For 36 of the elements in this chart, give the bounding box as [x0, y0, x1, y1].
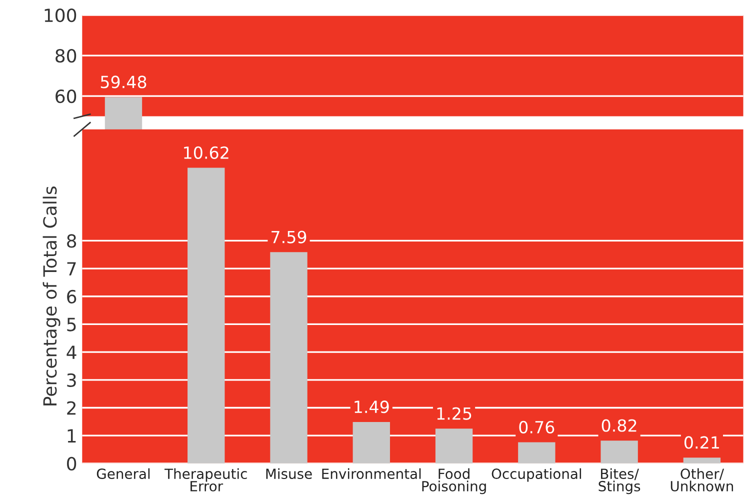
- y-tick-label: 100: [44, 8, 76, 22]
- y-axis-title: Percentage of Total Calls: [42, 186, 60, 406]
- y-tick-label: 1: [68, 429, 76, 442]
- bar: [188, 168, 225, 464]
- y-tick-label: 6: [67, 290, 76, 304]
- bar: [352, 422, 390, 464]
- bar: [270, 252, 308, 464]
- bar: [435, 428, 473, 464]
- data-label: 1.49: [354, 400, 389, 414]
- y-tick-label: 8: [67, 234, 76, 248]
- y-tick-label: 80: [56, 48, 76, 63]
- y-tick-label: 5: [67, 318, 76, 332]
- x-tick-label: Occupational: [492, 468, 582, 482]
- y-tick-label: 2: [67, 401, 76, 415]
- y-tick-label: 4: [66, 346, 76, 359]
- data-label: 0.21: [684, 436, 719, 449]
- x-tick-label: General: [96, 468, 150, 480]
- x-tick-label: Other/ Unknown: [670, 468, 734, 492]
- data-label: 10.62: [184, 146, 228, 159]
- data-label: 1.25: [437, 407, 472, 420]
- data-label: 7.59: [272, 230, 306, 244]
- data-label: 0.76: [519, 420, 554, 434]
- x-tick-label: Therapeutic Error: [164, 468, 247, 492]
- y-tick-label: 60: [56, 89, 76, 104]
- bar: [600, 440, 638, 464]
- bar: [518, 442, 556, 464]
- x-tick-label: Food Poisoning: [422, 468, 486, 494]
- y-tick-label: 0: [67, 456, 76, 471]
- data-label: 59.48: [100, 76, 146, 88]
- x-tick-label: Environmental: [322, 468, 421, 480]
- y-tick-label: 3: [67, 373, 76, 388]
- x-tick-label: Bites/ Stings: [598, 468, 640, 494]
- y-tick-label: 7: [67, 262, 76, 276]
- bar: [683, 458, 721, 464]
- data-label: 0.82: [602, 419, 636, 432]
- x-tick-label: Misuse: [266, 468, 312, 480]
